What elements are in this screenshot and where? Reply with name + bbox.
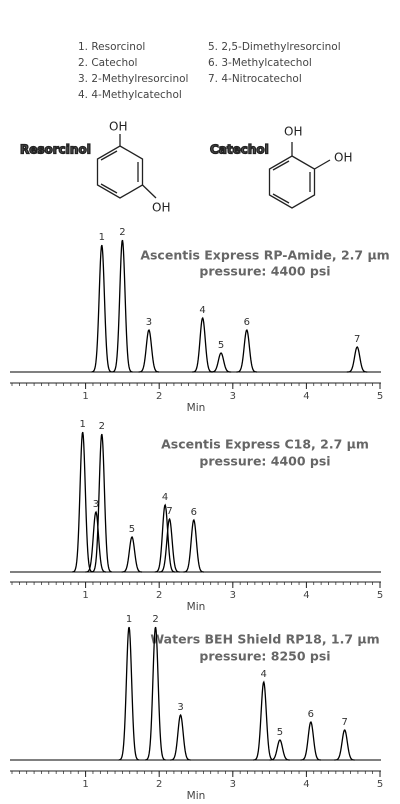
ring	[96, 145, 144, 199]
double-bond	[100, 150, 118, 161]
peak	[300, 721, 321, 761]
chart-subtitle: pressure: 4400 psi	[199, 264, 330, 279]
compound: 1. Resorcinol	[78, 41, 145, 53]
compound: 2. Catechol	[78, 57, 137, 69]
structure-name: Catechol	[210, 143, 269, 157]
compound: 5. 2,5-Dimethylresorcinol	[208, 41, 341, 53]
peak-label: 6	[308, 709, 314, 720]
peak-label: 7	[166, 506, 172, 517]
peak-label: 5	[218, 340, 224, 351]
peak-label: 4	[199, 305, 205, 316]
group-label: OH	[109, 120, 127, 134]
x-tick-label: 5	[377, 590, 383, 601]
peak-label: 5	[129, 524, 135, 535]
catechol-structure: Catechol OH OH	[209, 125, 352, 209]
compound: 6. 3-Methylcatechol	[208, 57, 312, 69]
peak	[72, 431, 93, 573]
double-bond	[272, 160, 290, 171]
x-tick-label: 2	[156, 779, 162, 790]
chromatogram: Waters BEH Shield RP18, 1.7 µm pressure: …	[10, 614, 383, 802]
peak-label: 3	[146, 317, 152, 328]
ring	[268, 155, 316, 209]
x-tick-label: 3	[230, 391, 236, 402]
chart-title: Waters BEH Shield RP18, 1.7 µm	[150, 632, 379, 647]
structure-name: Resorcinol	[20, 143, 91, 157]
double-bond	[100, 183, 118, 194]
group-label: OH	[284, 125, 302, 139]
peak	[170, 713, 191, 761]
peak-label: 2	[99, 421, 105, 432]
compound: 4. 4-Methylcatechol	[78, 89, 182, 101]
peak	[334, 729, 355, 761]
x-tick-label: 3	[230, 779, 236, 790]
peak	[269, 739, 291, 761]
peak	[91, 244, 112, 373]
peak	[346, 346, 368, 373]
peak-label: 2	[119, 227, 125, 238]
peak-label: 2	[152, 614, 158, 625]
peak	[91, 433, 112, 573]
bond	[142, 184, 157, 199]
peak	[253, 680, 274, 761]
bond	[314, 159, 331, 170]
x-axis-label: Min	[187, 790, 206, 802]
peak	[138, 328, 160, 373]
peak-label: 5	[277, 727, 283, 738]
chromatogram: Ascentis Express RP-Amide, 2.7 µmpressur…	[10, 227, 390, 414]
compound: 7. 4-Nitrocatechol	[208, 73, 302, 85]
double-bond	[272, 193, 290, 204]
peak	[154, 503, 176, 573]
compound-list: 1. Resorcinol 2. Catechol 3. 2-Methylres…	[78, 41, 341, 101]
peak	[118, 626, 140, 761]
x-tick-label: 2	[156, 391, 162, 402]
peak-label: 4	[162, 492, 168, 503]
peak	[85, 510, 107, 573]
x-tick-label: 1	[82, 779, 88, 790]
compound: 3. 2-Methylresorcinol	[78, 73, 188, 85]
peak	[192, 316, 213, 373]
peak	[111, 239, 133, 373]
x-tick-label: 1	[82, 391, 88, 402]
chart-title: Ascentis Express RP-Amide, 2.7 µm	[140, 248, 389, 263]
x-axis-label: Min	[187, 601, 206, 613]
x-tick-label: 4	[303, 391, 309, 402]
chart-title: Ascentis Express C18, 2.7 µm	[161, 437, 369, 452]
peak	[210, 352, 232, 373]
group-label: OH	[152, 201, 170, 215]
x-tick-label: 2	[156, 590, 162, 601]
x-tick-label: 1	[82, 590, 88, 601]
resorcinol-structure: Resorcinol OH OH	[19, 120, 170, 215]
x-tick-label: 4	[303, 590, 309, 601]
peak	[236, 328, 257, 373]
peak-label: 6	[244, 317, 250, 328]
peak	[159, 517, 180, 573]
peak-label: 3	[93, 499, 99, 510]
peak-label: 1	[79, 419, 85, 430]
x-tick-label: 5	[377, 779, 383, 790]
peak-label: 7	[341, 717, 347, 728]
peak-label: 1	[126, 614, 132, 625]
peak	[183, 518, 204, 573]
peak-label: 3	[177, 702, 183, 713]
x-tick-label: 4	[303, 779, 309, 790]
x-tick-label: 3	[230, 590, 236, 601]
peak-label: 6	[191, 507, 197, 518]
peak-label: 1	[99, 232, 105, 243]
peak-label: 4	[261, 669, 267, 680]
chromatogram: Ascentis Express C18, 2.7 µm pressure: 44…	[10, 419, 383, 613]
chart-subtitle: pressure: 8250 psi	[199, 649, 330, 664]
x-tick-label: 5	[377, 391, 383, 402]
peak-label: 7	[354, 334, 360, 345]
peak	[121, 536, 143, 573]
group-label: OH	[334, 151, 352, 165]
peak	[145, 626, 166, 761]
x-axis-label: Min	[187, 402, 206, 414]
chart-subtitle: pressure: 4400 psi	[199, 454, 330, 469]
